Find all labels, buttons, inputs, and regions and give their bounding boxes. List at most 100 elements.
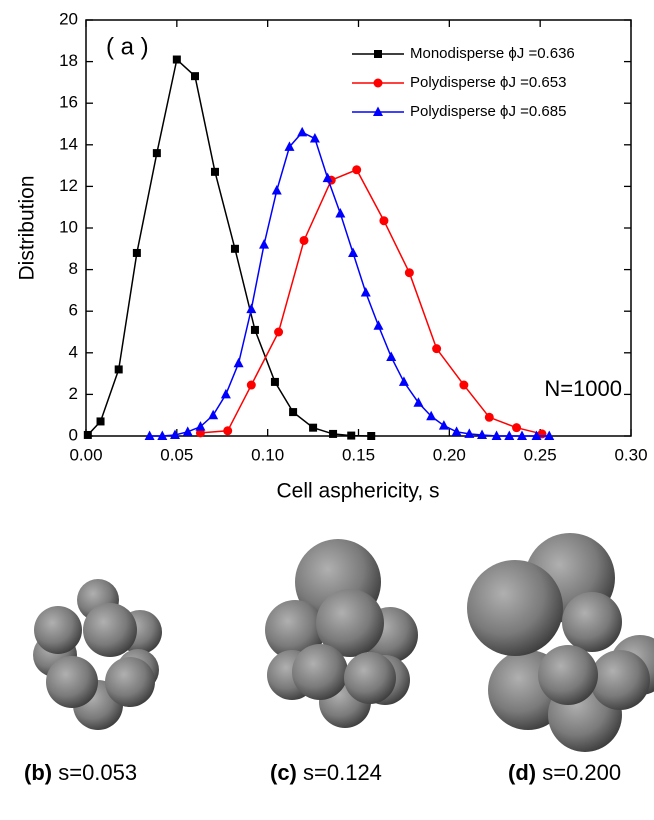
y-tick-label: 18 bbox=[59, 51, 78, 70]
y-tick-label: 14 bbox=[59, 134, 78, 153]
x-tick-label: 0.25 bbox=[524, 445, 557, 464]
marker bbox=[386, 351, 397, 361]
marker bbox=[259, 239, 270, 249]
marker bbox=[246, 303, 257, 314]
y-tick-label: 16 bbox=[59, 93, 78, 112]
caption-text: s=0.053 bbox=[58, 760, 138, 785]
caption: (c) s=0.124 bbox=[270, 760, 382, 786]
marker bbox=[379, 216, 389, 226]
marker bbox=[347, 431, 356, 440]
marker bbox=[309, 423, 318, 432]
caption-label: (d) bbox=[508, 760, 537, 785]
x-tick-label: 0.00 bbox=[69, 445, 102, 464]
marker bbox=[152, 149, 161, 158]
marker bbox=[404, 268, 414, 278]
marker bbox=[157, 430, 168, 440]
cluster-d bbox=[467, 533, 654, 752]
x-tick-label: 0.10 bbox=[251, 445, 284, 464]
marker bbox=[477, 429, 488, 439]
caption-label: (b) bbox=[24, 760, 53, 785]
marker bbox=[512, 423, 522, 433]
x-tick-label: 0.05 bbox=[160, 445, 193, 464]
marker bbox=[246, 380, 256, 390]
legend-label: Polydisperse ϕJ =0.653 bbox=[410, 74, 566, 91]
marker bbox=[274, 327, 284, 337]
series-line bbox=[200, 168, 543, 435]
marker bbox=[208, 409, 219, 420]
marker bbox=[459, 380, 469, 390]
marker bbox=[170, 429, 181, 439]
chart: ( a ) N=1000 Cell asphericity, s Distrib… bbox=[16, 9, 648, 503]
marker bbox=[544, 430, 555, 440]
caption-text: s=0.124 bbox=[303, 760, 382, 785]
marker bbox=[531, 430, 542, 440]
marker bbox=[114, 365, 123, 374]
cluster-images bbox=[33, 533, 654, 752]
legend-label: Polydisperse ϕJ =0.685 bbox=[410, 103, 566, 120]
marker bbox=[271, 185, 282, 195]
series-line bbox=[87, 58, 372, 437]
marker bbox=[335, 207, 346, 218]
caption: (b) s=0.053 bbox=[24, 760, 137, 786]
marker bbox=[329, 429, 338, 438]
y-tick-label: 0 bbox=[69, 425, 78, 444]
x-tick-label: 0.20 bbox=[433, 445, 466, 464]
marker bbox=[451, 426, 462, 436]
panel-label: ( a ) bbox=[106, 33, 149, 60]
marker bbox=[191, 72, 199, 81]
y-tick-label: 4 bbox=[69, 342, 78, 361]
legend-marker bbox=[373, 106, 383, 116]
marker bbox=[504, 430, 515, 440]
marker bbox=[289, 408, 298, 417]
marker bbox=[484, 412, 494, 422]
y-tick-label: 2 bbox=[69, 384, 78, 403]
marker bbox=[132, 248, 141, 257]
marker bbox=[464, 428, 475, 438]
x-axis-label: Cell asphericity, s bbox=[277, 480, 440, 503]
y-axis-label: Distribution bbox=[16, 175, 39, 280]
marker bbox=[367, 432, 376, 440]
marker bbox=[348, 247, 359, 257]
caption-text: s=0.200 bbox=[542, 760, 622, 785]
marker bbox=[220, 388, 231, 399]
caption: (d) s=0.200 bbox=[508, 760, 621, 786]
marker bbox=[438, 420, 449, 430]
marker bbox=[250, 325, 259, 334]
marker bbox=[144, 430, 155, 440]
marker bbox=[172, 55, 181, 64]
marker bbox=[309, 133, 320, 143]
marker bbox=[182, 426, 193, 436]
series-line bbox=[149, 131, 550, 437]
legend-marker bbox=[373, 78, 383, 88]
marker bbox=[322, 172, 333, 183]
marker bbox=[426, 410, 437, 421]
y-tick-label: 6 bbox=[69, 301, 78, 320]
marker bbox=[398, 376, 409, 386]
cluster-b bbox=[33, 579, 162, 730]
legend-label: Monodisperse ϕJ =0.636 bbox=[410, 45, 575, 62]
marker bbox=[299, 235, 309, 245]
caption-label: (c) bbox=[270, 760, 297, 785]
marker bbox=[360, 286, 371, 297]
annotation: N=1000 bbox=[544, 376, 622, 401]
x-tick-label: 0.30 bbox=[614, 445, 647, 464]
marker bbox=[297, 126, 308, 137]
marker bbox=[230, 244, 239, 253]
x-tick-label: 0.15 bbox=[342, 445, 375, 464]
marker bbox=[223, 426, 233, 436]
y-tick-label: 10 bbox=[59, 217, 78, 236]
y-tick-label: 20 bbox=[59, 9, 78, 28]
y-tick-label: 12 bbox=[59, 176, 78, 195]
y-tick-label: 8 bbox=[69, 259, 78, 278]
legend-marker bbox=[374, 50, 382, 58]
cluster-c bbox=[265, 539, 418, 728]
marker bbox=[195, 421, 206, 431]
marker bbox=[210, 167, 219, 176]
marker bbox=[352, 165, 362, 175]
marker bbox=[491, 430, 502, 440]
marker bbox=[373, 320, 384, 330]
marker bbox=[96, 417, 105, 426]
marker bbox=[517, 430, 527, 440]
marker bbox=[432, 344, 442, 354]
